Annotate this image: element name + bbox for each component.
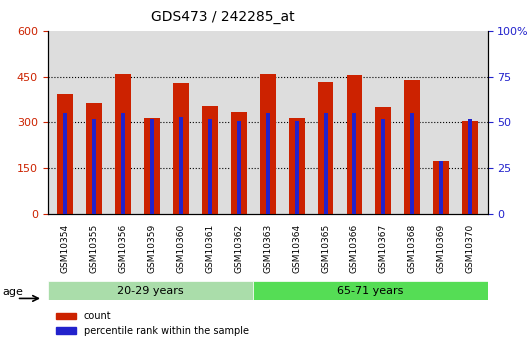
Bar	[86, 103, 102, 214]
Bar	[462, 121, 478, 214]
Bar	[434, 160, 449, 214]
Bar	[375, 107, 391, 214]
Bar	[439, 161, 443, 214]
Bar	[260, 74, 276, 214]
Legend: count, percentile rank within the sample: count, percentile rank within the sample	[52, 307, 253, 340]
Bar	[57, 93, 73, 214]
Bar	[266, 113, 270, 214]
Bar	[179, 117, 183, 214]
Bar	[150, 119, 154, 214]
Text: 20-29 years: 20-29 years	[117, 286, 184, 296]
Bar	[323, 113, 328, 214]
Bar	[317, 82, 333, 214]
Bar	[382, 119, 385, 214]
Bar	[92, 119, 96, 214]
Bar	[144, 118, 160, 214]
FancyBboxPatch shape	[48, 281, 253, 300]
Bar	[237, 121, 241, 214]
Text: 65-71 years: 65-71 years	[337, 286, 403, 296]
Bar	[289, 118, 305, 214]
Bar	[468, 119, 472, 214]
Bar	[410, 113, 414, 214]
Bar	[347, 75, 363, 214]
Bar	[295, 121, 298, 214]
Text: age: age	[2, 287, 23, 297]
Bar	[173, 83, 189, 214]
Bar	[352, 113, 357, 214]
Bar	[231, 112, 246, 214]
Bar	[115, 74, 131, 214]
FancyBboxPatch shape	[253, 281, 488, 300]
Bar	[202, 106, 218, 214]
Bar	[208, 119, 212, 214]
Bar	[63, 113, 67, 214]
Text: GDS473 / 242285_at: GDS473 / 242285_at	[151, 10, 294, 24]
Bar	[404, 80, 420, 214]
Bar	[121, 113, 125, 214]
